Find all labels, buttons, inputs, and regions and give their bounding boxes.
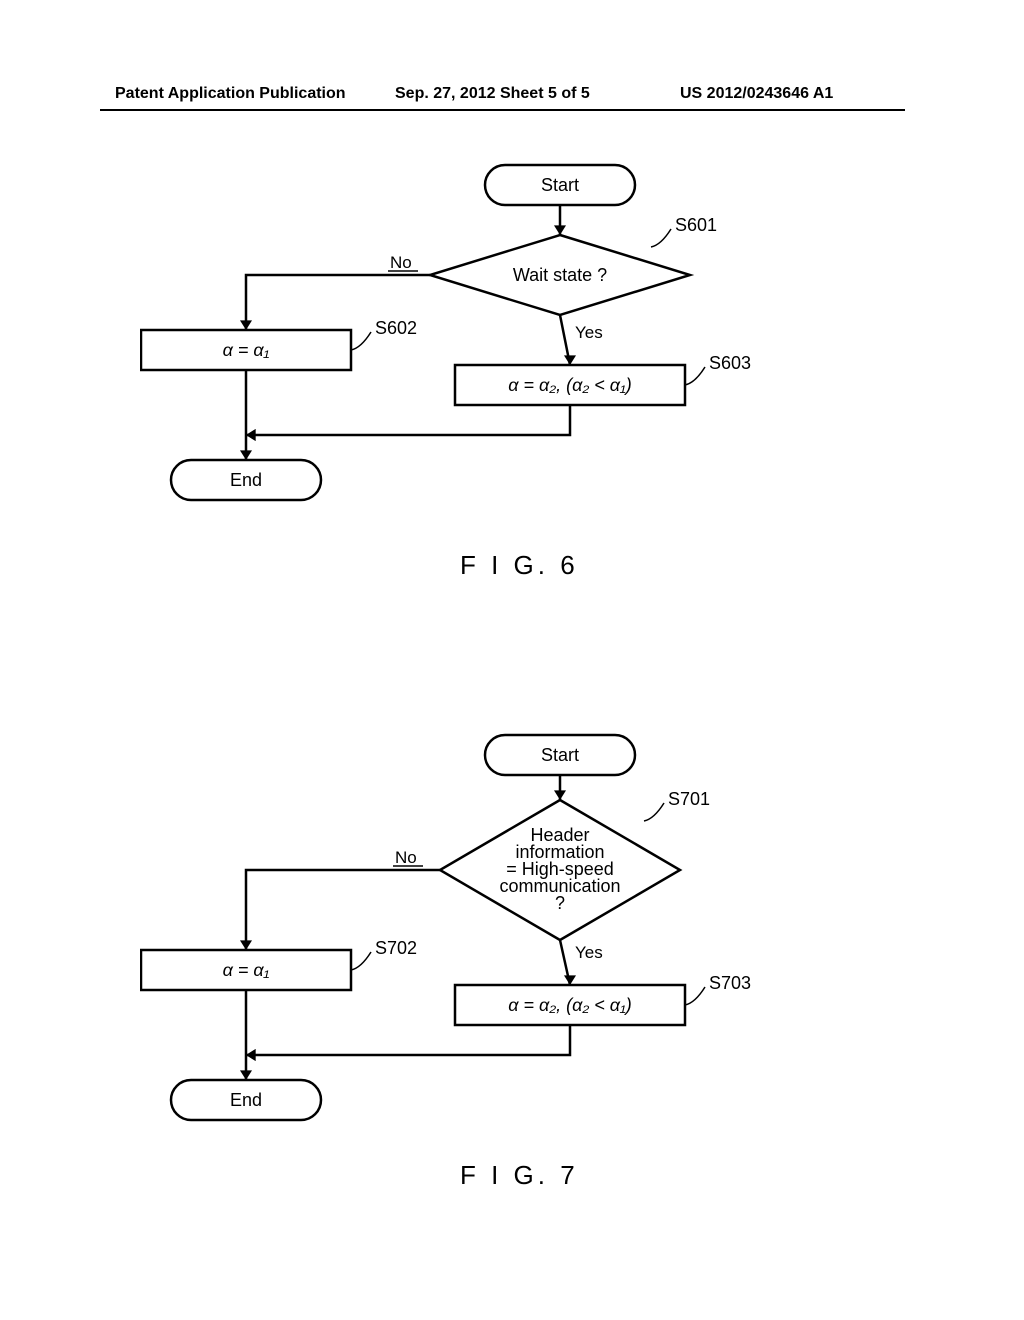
node-start: Start [485,735,635,775]
svg-text:End: End [230,470,262,490]
edge [240,990,252,1080]
edge [240,370,252,460]
fig6-flowchart: Start Wait state ? S601 α = α₁ S602 α = α₂, (… [140,160,900,540]
node-proc_yes: α = α₂, (α₂ < α₁) S603 [455,353,751,405]
edge [554,205,566,235]
edge: Yes [560,940,603,985]
svg-text:S702: S702 [375,938,417,958]
node-decision: Headerinformation= High-speedcommunicati… [440,789,710,940]
edge: Yes [560,315,603,365]
svg-text:?: ? [555,893,565,913]
edge [554,775,566,800]
fig7-flowchart: Start Headerinformation= High-speedcommun… [140,730,900,1150]
edge: No [240,848,440,950]
svg-text:No: No [395,848,417,867]
svg-text:End: End [230,1090,262,1110]
svg-text:Start: Start [541,175,579,195]
svg-text:S603: S603 [709,353,751,373]
svg-text:α = α₁: α = α₁ [223,960,270,980]
node-proc_no: α = α₁ S602 [141,318,417,370]
header-center: Sep. 27, 2012 Sheet 5 of 5 [395,85,590,103]
svg-text:α = α₂, (α₂ < α₁): α = α₂, (α₂ < α₁) [508,375,632,395]
node-end: End [171,1080,321,1120]
header-rule [100,109,905,111]
node-proc_yes: α = α₂, (α₂ < α₁) S703 [455,973,751,1025]
edge [246,405,570,441]
node-start: Start [485,165,635,205]
svg-text:Yes: Yes [575,323,603,342]
header-left: Patent Application Publication [115,85,346,103]
svg-text:α = α₂, (α₂ < α₁): α = α₂, (α₂ < α₁) [508,995,632,1015]
header-right: US 2012/0243646 A1 [680,85,833,103]
svg-text:Start: Start [541,745,579,765]
svg-text:α = α₁: α = α₁ [223,340,270,360]
fig7-title: F I G. 7 [460,1160,579,1191]
node-decision: Wait state ? S601 [430,215,717,315]
edge [246,1025,570,1061]
node-proc_no: α = α₁ S702 [141,938,417,990]
svg-text:S703: S703 [709,973,751,993]
svg-text:No: No [390,253,412,272]
svg-text:Yes: Yes [575,943,603,962]
svg-text:S701: S701 [668,789,710,809]
svg-text:S601: S601 [675,215,717,235]
svg-text:Wait state ?: Wait state ? [513,265,607,285]
node-end: End [171,460,321,500]
fig6-title: F I G. 6 [460,550,579,581]
svg-text:S602: S602 [375,318,417,338]
